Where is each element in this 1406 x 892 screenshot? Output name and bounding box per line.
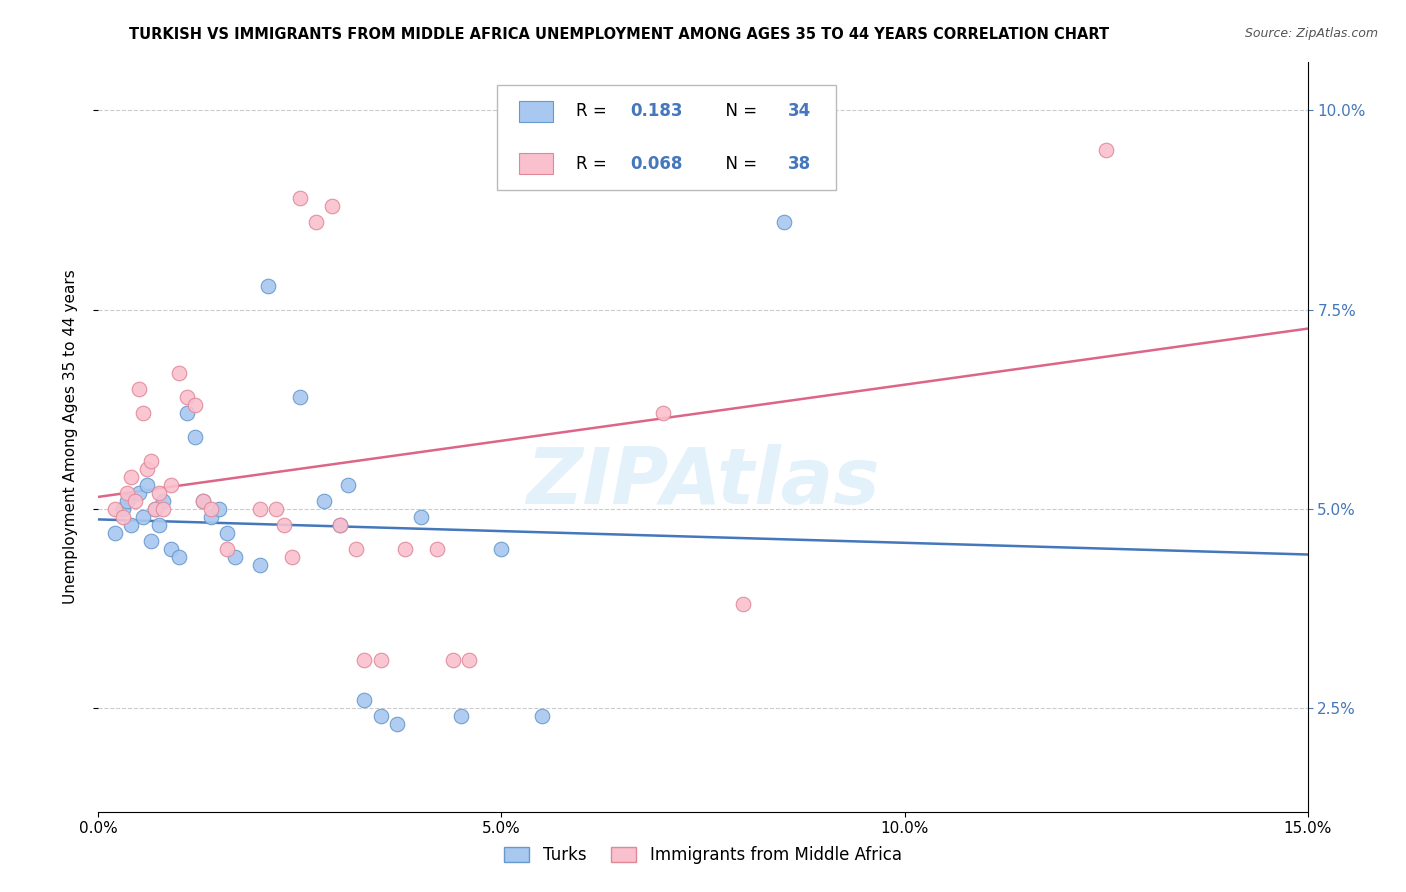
Point xyxy=(103,525,125,540)
Point xyxy=(120,517,142,532)
Point xyxy=(409,509,432,524)
Point xyxy=(135,462,157,476)
Point xyxy=(176,406,198,420)
FancyBboxPatch shape xyxy=(498,85,837,190)
Point xyxy=(491,541,513,556)
Point xyxy=(1095,143,1118,157)
Point xyxy=(139,454,162,468)
Point xyxy=(128,382,150,396)
Point xyxy=(217,541,239,556)
Text: 0.068: 0.068 xyxy=(630,154,683,172)
Point xyxy=(288,191,311,205)
Point xyxy=(426,541,449,556)
Point xyxy=(249,501,271,516)
Point xyxy=(314,493,336,508)
Point xyxy=(571,143,593,157)
Point xyxy=(184,398,207,412)
Point xyxy=(249,558,271,572)
Text: N =: N = xyxy=(716,154,762,172)
Point xyxy=(120,470,142,484)
Point xyxy=(281,549,304,564)
Point xyxy=(288,390,311,404)
Point xyxy=(256,278,278,293)
Point xyxy=(772,215,794,229)
Text: 0.183: 0.183 xyxy=(630,103,683,120)
Point xyxy=(321,199,343,213)
Point xyxy=(128,486,150,500)
Point xyxy=(305,215,328,229)
Point xyxy=(115,493,138,508)
Y-axis label: Unemployment Among Ages 35 to 44 years: Unemployment Among Ages 35 to 44 years xyxy=(63,269,77,605)
Point xyxy=(370,653,392,667)
Point xyxy=(193,493,215,508)
Point xyxy=(385,717,408,731)
Point xyxy=(167,367,190,381)
Point xyxy=(152,493,174,508)
Point xyxy=(353,653,375,667)
Point xyxy=(143,501,166,516)
Point xyxy=(353,693,375,707)
Point xyxy=(132,406,155,420)
Point xyxy=(143,501,166,516)
Point xyxy=(530,709,553,723)
Point xyxy=(200,501,222,516)
Point xyxy=(217,525,239,540)
Point xyxy=(139,533,162,548)
Point xyxy=(148,517,170,532)
Point xyxy=(458,653,481,667)
Point xyxy=(370,709,392,723)
Point xyxy=(441,653,464,667)
Point xyxy=(450,709,472,723)
Point xyxy=(273,517,295,532)
Text: 34: 34 xyxy=(787,103,811,120)
Point xyxy=(115,486,138,500)
Point xyxy=(651,406,673,420)
Text: R =: R = xyxy=(576,103,612,120)
Point xyxy=(329,517,352,532)
Point xyxy=(344,541,367,556)
Point xyxy=(337,478,360,492)
Point xyxy=(193,493,215,508)
Point xyxy=(176,390,198,404)
Text: 38: 38 xyxy=(787,154,811,172)
Point xyxy=(111,509,134,524)
Bar xyxy=(519,153,553,174)
Point xyxy=(329,517,352,532)
Point xyxy=(160,478,183,492)
Point xyxy=(200,509,222,524)
Point xyxy=(103,501,125,516)
Legend: Turks, Immigrants from Middle Africa: Turks, Immigrants from Middle Africa xyxy=(498,839,908,871)
Point xyxy=(132,509,155,524)
Point xyxy=(160,541,183,556)
Text: TURKISH VS IMMIGRANTS FROM MIDDLE AFRICA UNEMPLOYMENT AMONG AGES 35 TO 44 YEARS : TURKISH VS IMMIGRANTS FROM MIDDLE AFRICA… xyxy=(128,27,1109,42)
Point xyxy=(733,598,755,612)
Point xyxy=(394,541,416,556)
Point xyxy=(152,501,174,516)
Point xyxy=(124,493,146,508)
Text: Source: ZipAtlas.com: Source: ZipAtlas.com xyxy=(1244,27,1378,40)
Bar xyxy=(519,101,553,121)
Text: R =: R = xyxy=(576,154,612,172)
Point xyxy=(264,501,287,516)
Point xyxy=(135,478,157,492)
Point xyxy=(208,501,231,516)
Point xyxy=(184,430,207,444)
Text: ZIPAtlas: ZIPAtlas xyxy=(526,444,880,520)
Point xyxy=(224,549,246,564)
Point xyxy=(111,501,134,516)
Point xyxy=(167,549,190,564)
Text: N =: N = xyxy=(716,103,762,120)
Point xyxy=(148,486,170,500)
